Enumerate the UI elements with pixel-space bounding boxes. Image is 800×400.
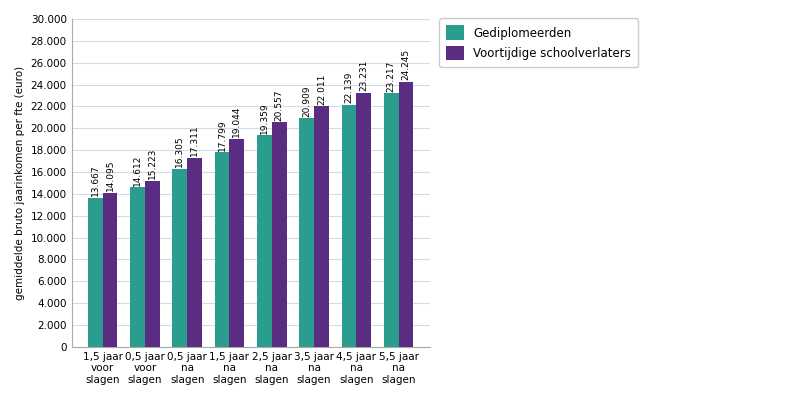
Text: 14.095: 14.095 <box>106 160 114 191</box>
Text: 14.612: 14.612 <box>133 154 142 186</box>
Legend: Gediplomeerden, Voortijdige schoolverlaters: Gediplomeerden, Voortijdige schoolverlat… <box>439 18 638 67</box>
Text: 20.557: 20.557 <box>274 89 284 120</box>
Bar <box>299 118 314 347</box>
Bar <box>145 180 160 347</box>
Bar <box>356 93 371 347</box>
Text: 17.799: 17.799 <box>218 119 226 151</box>
Y-axis label: gemiddelde bruto jaarinkomen per fte (euro): gemiddelde bruto jaarinkomen per fte (eu… <box>15 66 25 300</box>
Text: 22.139: 22.139 <box>345 72 354 103</box>
Bar <box>102 193 118 347</box>
Text: 23.231: 23.231 <box>359 60 368 91</box>
Text: 19.044: 19.044 <box>232 106 242 137</box>
Bar <box>88 198 102 347</box>
Text: 15.223: 15.223 <box>148 148 157 179</box>
Text: 13.667: 13.667 <box>90 164 100 196</box>
Bar <box>384 93 398 347</box>
Text: 16.305: 16.305 <box>175 136 184 167</box>
Text: 17.311: 17.311 <box>190 124 199 156</box>
Text: 24.245: 24.245 <box>402 49 410 80</box>
Bar <box>230 139 244 347</box>
Bar <box>342 105 356 347</box>
Bar <box>214 152 230 347</box>
Bar <box>398 82 414 347</box>
Bar <box>257 135 272 347</box>
Bar <box>172 169 187 347</box>
Bar <box>314 106 329 347</box>
Text: 19.359: 19.359 <box>260 102 269 134</box>
Text: 20.909: 20.909 <box>302 85 311 117</box>
Bar <box>272 122 286 347</box>
Bar <box>130 187 145 347</box>
Bar <box>187 158 202 347</box>
Text: 22.011: 22.011 <box>317 73 326 105</box>
Text: 23.217: 23.217 <box>386 60 396 92</box>
